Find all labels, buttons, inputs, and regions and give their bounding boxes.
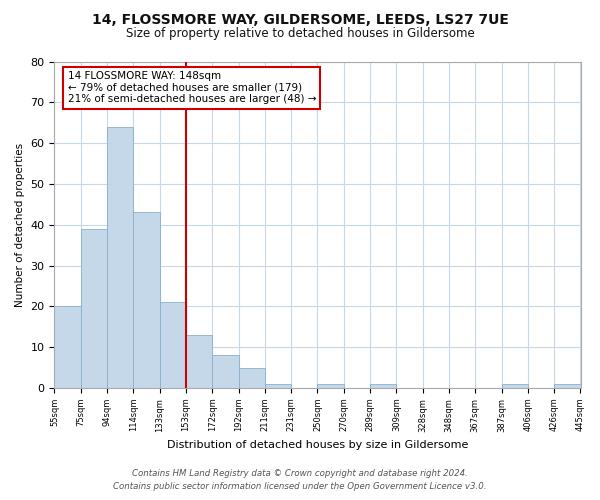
- Bar: [212, 356, 239, 388]
- Bar: [107, 127, 133, 388]
- X-axis label: Distribution of detached houses by size in Gildersome: Distribution of detached houses by size …: [167, 440, 468, 450]
- Bar: [370, 384, 397, 388]
- Text: 14, FLOSSMORE WAY, GILDERSOME, LEEDS, LS27 7UE: 14, FLOSSMORE WAY, GILDERSOME, LEEDS, LS…: [92, 12, 508, 26]
- Bar: [55, 306, 81, 388]
- Bar: [502, 384, 528, 388]
- Bar: [554, 384, 581, 388]
- Text: Contains HM Land Registry data © Crown copyright and database right 2024.
Contai: Contains HM Land Registry data © Crown c…: [113, 470, 487, 491]
- Y-axis label: Number of detached properties: Number of detached properties: [15, 142, 25, 307]
- Bar: [133, 212, 160, 388]
- Text: Size of property relative to detached houses in Gildersome: Size of property relative to detached ho…: [125, 28, 475, 40]
- Bar: [239, 368, 265, 388]
- Bar: [186, 335, 212, 388]
- Bar: [160, 302, 186, 388]
- Bar: [81, 229, 107, 388]
- Bar: [265, 384, 291, 388]
- Text: 14 FLOSSMORE WAY: 148sqm
← 79% of detached houses are smaller (179)
21% of semi-: 14 FLOSSMORE WAY: 148sqm ← 79% of detach…: [68, 72, 316, 104]
- Bar: [317, 384, 344, 388]
